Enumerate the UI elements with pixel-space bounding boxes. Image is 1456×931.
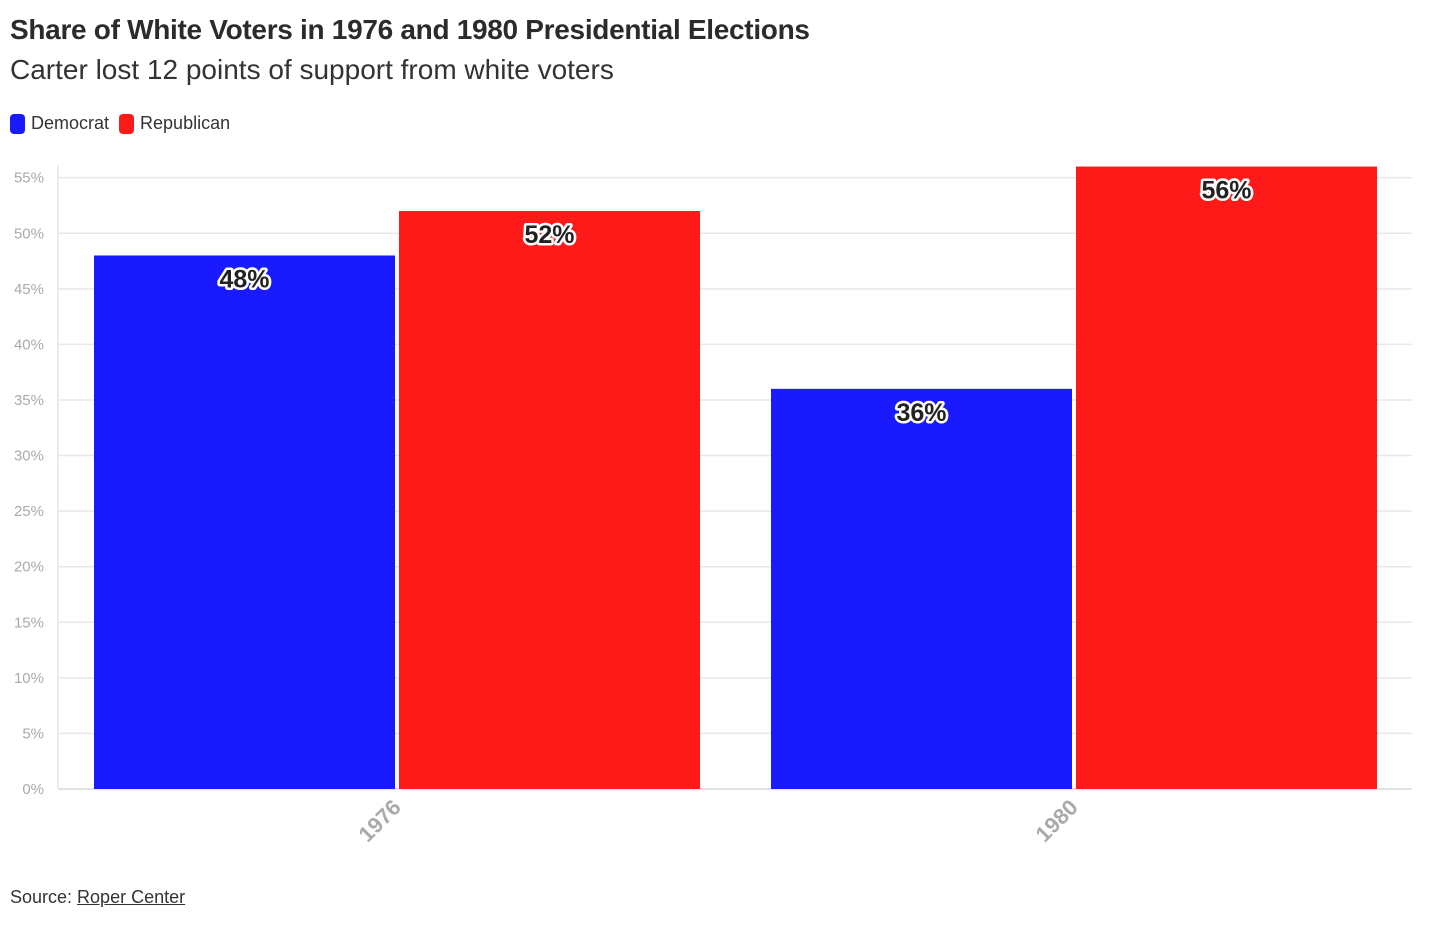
bar-republican-1976 bbox=[399, 211, 700, 789]
y-tick-label: 50% bbox=[14, 225, 44, 242]
y-tick-label: 0% bbox=[22, 781, 44, 798]
y-tick-label: 5% bbox=[22, 725, 44, 742]
x-tick-label: 1980 bbox=[1031, 795, 1083, 847]
legend-item-republican[interactable]: Republican bbox=[119, 113, 230, 134]
data-label: 56% bbox=[1201, 177, 1251, 205]
legend-item-democrat[interactable]: Democrat bbox=[10, 113, 109, 134]
bar-republican-1980 bbox=[1076, 166, 1377, 789]
bar-democrat-1980 bbox=[771, 388, 1072, 789]
legend: Democrat Republican bbox=[10, 113, 240, 134]
source-prefix: Source: bbox=[10, 887, 78, 907]
y-tick-label: 25% bbox=[14, 503, 44, 520]
legend-swatch-democrat bbox=[10, 113, 25, 134]
data-label: 48% bbox=[219, 265, 269, 293]
y-tick-label: 55% bbox=[14, 170, 44, 187]
bar-chart: 0% 5% 10% 15% 20% 25% 30% 35% 40% 45% 50% 55% 48% 52%… bbox=[14, 165, 1412, 847]
legend-label-republican: Republican bbox=[140, 113, 231, 133]
source-note: Source: Roper Center bbox=[10, 887, 185, 908]
x-tick-label: 1976 bbox=[354, 795, 406, 847]
bar-democrat-1976 bbox=[94, 255, 395, 790]
y-tick-label: 10% bbox=[14, 670, 44, 687]
chart-title: Share of White Voters in 1976 and 1980 P… bbox=[10, 14, 810, 45]
chart-subtitle: Carter lost 12 points of support from wh… bbox=[10, 54, 614, 85]
legend-swatch-republican bbox=[119, 113, 135, 134]
data-label: 52% bbox=[524, 221, 574, 249]
y-tick-label: 20% bbox=[14, 559, 44, 576]
y-tick-label: 30% bbox=[14, 448, 44, 465]
data-label: 36% bbox=[896, 399, 946, 427]
y-tick-label: 15% bbox=[14, 614, 44, 631]
y-tick-label: 35% bbox=[14, 392, 44, 409]
y-tick-label: 45% bbox=[14, 281, 44, 298]
y-tick-label: 40% bbox=[14, 336, 44, 353]
legend-label-democrat: Democrat bbox=[31, 113, 110, 133]
source-link[interactable]: Roper Center bbox=[77, 887, 186, 907]
